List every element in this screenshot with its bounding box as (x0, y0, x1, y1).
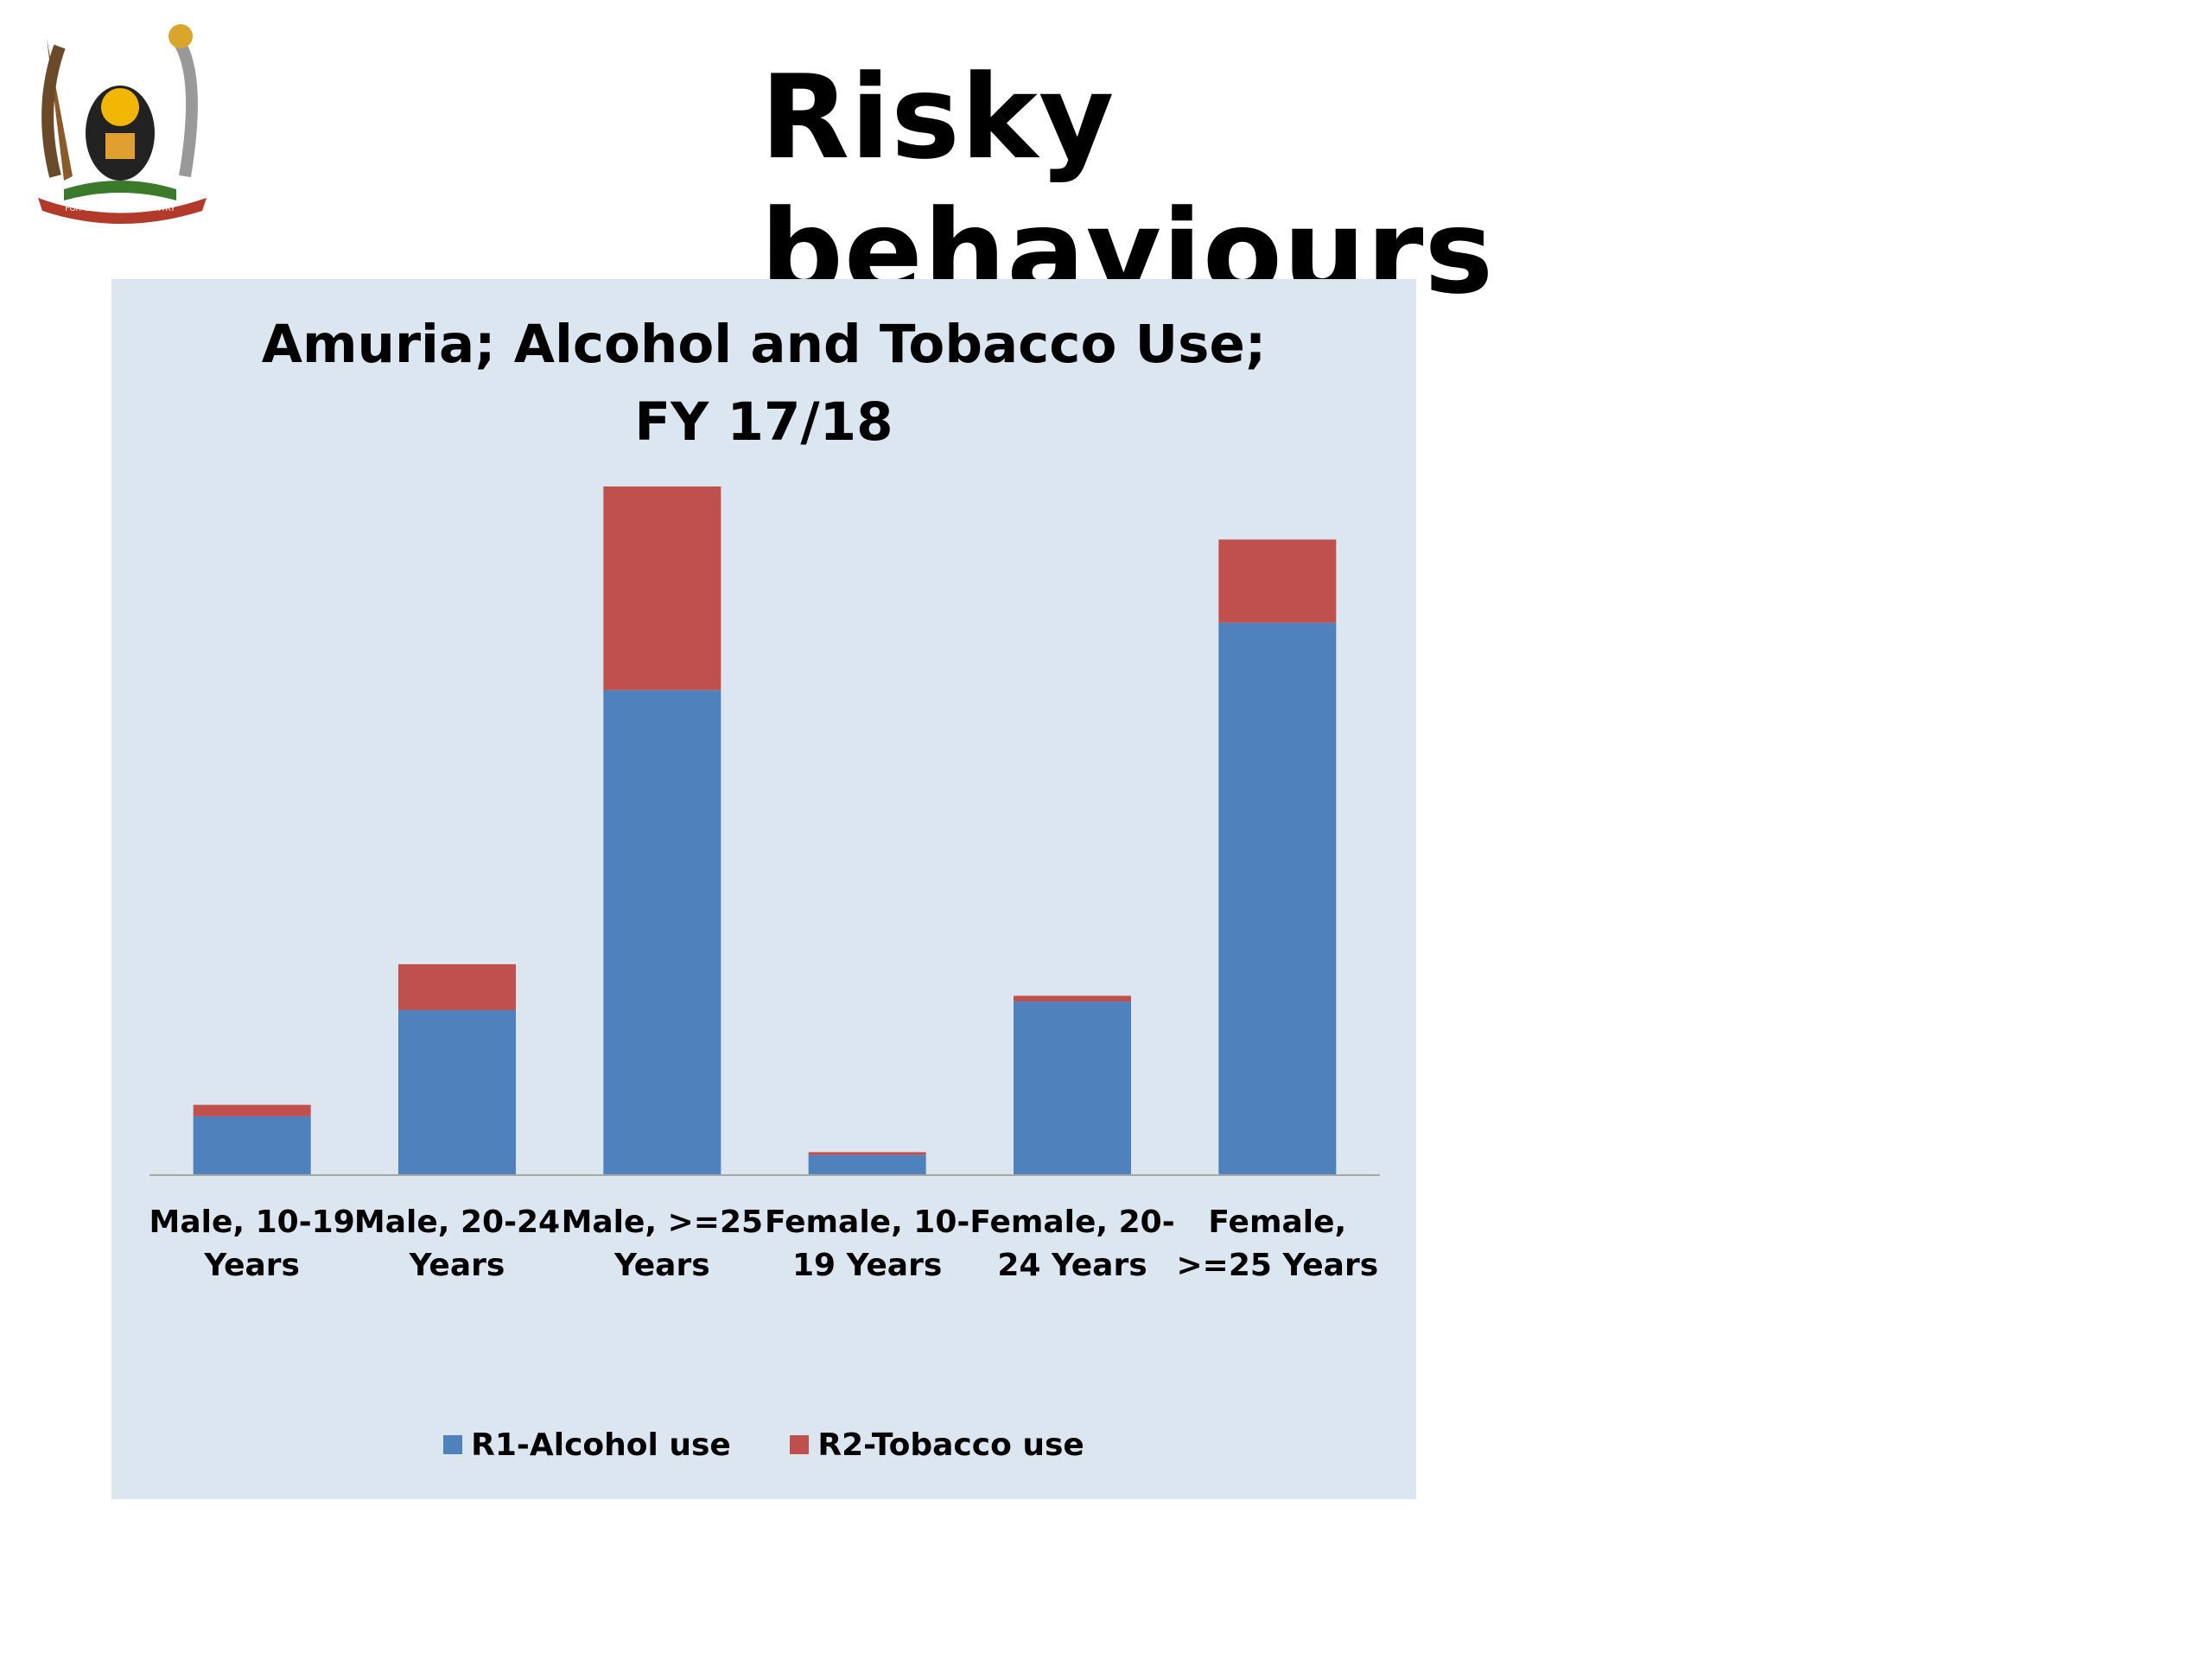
bar-tobacco-4 (808, 1152, 926, 1155)
bar-alcohol-5 (1014, 1001, 1131, 1175)
bar-tobacco-2 (398, 963, 516, 1011)
category-label-5: Female, 20- 24 Years (964, 1201, 1180, 1287)
legend-item-alcohol: R1-Alcohol use (443, 1427, 731, 1463)
bar-tobacco-3 (603, 486, 721, 690)
chart-panel: Amuria; Alcohol and Tobacco Use; FY 17/1… (111, 279, 1416, 1499)
category-label-line: Years (204, 1248, 300, 1283)
logo-motto: FOR GOD AND MY COUNTRY (65, 205, 175, 213)
category-label-3: Male, >=25 Years (554, 1201, 770, 1287)
legend-label-alcohol: R1-Alcohol use (471, 1427, 731, 1463)
legend-swatch-alcohol (443, 1435, 463, 1454)
category-label-2: Male, 20-24 Years (349, 1201, 565, 1287)
legend-swatch-tobacco (790, 1435, 810, 1454)
category-label-4: Female, 10- 19 Years (760, 1201, 976, 1287)
category-label-line: Male, 20-24 (353, 1205, 561, 1240)
coat-of-arms-logo: FOR GOD AND MY COUNTRY (38, 24, 207, 224)
chart-legend: R1-Alcohol use R2-Tobacco use (111, 1427, 1416, 1463)
category-label-line: Female, (1208, 1205, 1347, 1240)
bar-alcohol-1 (193, 1116, 311, 1175)
category-label-line: Female, 10- (764, 1205, 970, 1240)
category-label-line: >=25 Years (1176, 1248, 1379, 1283)
bar-tobacco-6 (1218, 539, 1337, 623)
category-label-6: Female, >=25 Years (1169, 1201, 1385, 1287)
bar-alcohol-6 (1218, 622, 1337, 1175)
category-label-line: 19 Years (792, 1248, 943, 1283)
bar-alcohol-4 (808, 1154, 926, 1175)
category-label-line: Male, >=25 (561, 1205, 764, 1240)
stacked-bar-chart (149, 486, 1380, 1176)
category-label-line: Female, 20- (969, 1205, 1175, 1240)
category-label-1: Male, 10-19 Years (144, 1201, 360, 1287)
bar-tobacco-5 (1014, 995, 1131, 1002)
legend-item-tobacco: R2-Tobacco use (790, 1427, 1084, 1463)
legend-label-tobacco: R2-Tobacco use (817, 1427, 1084, 1463)
bar-tobacco-1 (193, 1104, 311, 1116)
bar-alcohol-3 (603, 690, 721, 1175)
category-label-line: Years (614, 1248, 710, 1283)
chart-title-line1: Amuria; Alcohol and Tobacco Use; (261, 314, 1267, 375)
bar-alcohol-2 (398, 1010, 516, 1175)
category-label-line: Male, 10-19 (149, 1205, 355, 1240)
chart-title-line2: FY 17/18 (634, 391, 893, 453)
category-label-line: Years (409, 1248, 505, 1283)
category-label-line: 24 Years (997, 1248, 1147, 1283)
